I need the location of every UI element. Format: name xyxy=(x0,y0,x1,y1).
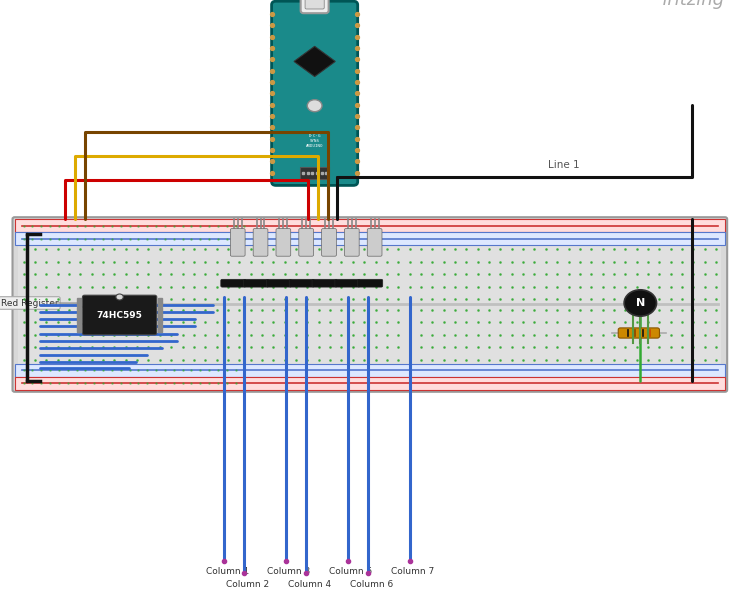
FancyBboxPatch shape xyxy=(322,229,336,256)
Text: Column 2: Column 2 xyxy=(226,580,269,589)
Text: Line 1: Line 1 xyxy=(548,160,580,170)
FancyBboxPatch shape xyxy=(244,279,269,287)
FancyBboxPatch shape xyxy=(289,279,314,287)
Text: fritzing: fritzing xyxy=(662,0,725,9)
Bar xyxy=(15,219,725,232)
Circle shape xyxy=(307,100,322,112)
Text: Column 5: Column 5 xyxy=(329,567,372,576)
FancyBboxPatch shape xyxy=(305,0,324,9)
FancyBboxPatch shape xyxy=(367,229,382,256)
Bar xyxy=(300,167,329,179)
Circle shape xyxy=(116,294,124,300)
FancyBboxPatch shape xyxy=(335,279,360,287)
Text: Column 6: Column 6 xyxy=(350,580,393,589)
FancyBboxPatch shape xyxy=(276,229,291,256)
FancyBboxPatch shape xyxy=(82,295,157,335)
FancyBboxPatch shape xyxy=(300,0,328,13)
Text: Column 7: Column 7 xyxy=(391,567,434,576)
Polygon shape xyxy=(294,46,335,77)
Text: D·C·G
SYNS
ARDUINO: D·C·G SYNS ARDUINO xyxy=(306,134,323,148)
Circle shape xyxy=(624,290,657,316)
FancyBboxPatch shape xyxy=(312,279,337,287)
Text: Column 1: Column 1 xyxy=(206,567,250,576)
Bar xyxy=(15,232,725,245)
FancyBboxPatch shape xyxy=(618,328,659,338)
FancyBboxPatch shape xyxy=(253,229,268,256)
Bar xyxy=(15,364,725,377)
FancyBboxPatch shape xyxy=(266,279,291,287)
Text: Column 4: Column 4 xyxy=(288,580,331,589)
Text: Red Register: Red Register xyxy=(1,298,58,307)
FancyBboxPatch shape xyxy=(230,229,245,256)
FancyBboxPatch shape xyxy=(13,217,727,392)
Text: Column 3: Column 3 xyxy=(267,567,311,576)
Text: 74HC595: 74HC595 xyxy=(96,311,143,319)
FancyBboxPatch shape xyxy=(358,279,383,287)
FancyBboxPatch shape xyxy=(299,229,314,256)
FancyBboxPatch shape xyxy=(221,279,246,287)
Bar xyxy=(18,245,721,364)
Bar xyxy=(15,377,725,390)
FancyBboxPatch shape xyxy=(272,1,358,185)
FancyBboxPatch shape xyxy=(344,229,359,256)
Text: N: N xyxy=(636,298,645,308)
